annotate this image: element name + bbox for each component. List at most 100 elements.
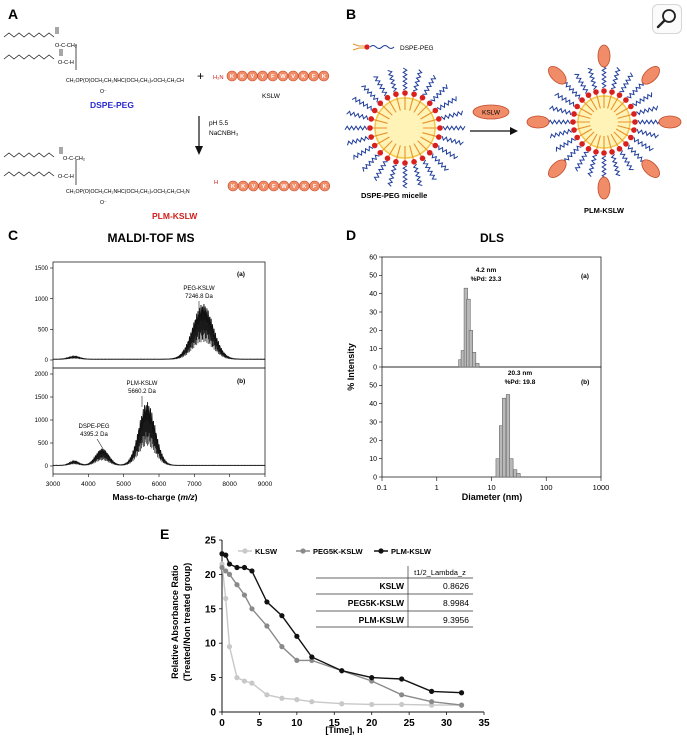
dspe-peg-legend-label: DSPE-PEG xyxy=(400,45,434,52)
plm-kslw-peak-mass: 5660.2 Da xyxy=(128,389,156,395)
table-row-name: PEG5K-KSLW xyxy=(348,598,405,608)
amino-acid-letter: K xyxy=(302,184,307,190)
lipid-tail xyxy=(422,132,439,138)
lipid-tail xyxy=(613,131,627,145)
decay-data-point xyxy=(339,701,345,707)
amino-acid-letter: Y xyxy=(261,74,265,80)
kslw-peptide-bulb xyxy=(597,176,611,200)
peg-chain xyxy=(554,92,575,107)
kslw-peptide-bulb xyxy=(641,66,660,85)
decay-data-point xyxy=(219,564,225,571)
lipid-head xyxy=(571,111,577,117)
decay-data-point xyxy=(234,582,240,588)
lipid-tail xyxy=(615,106,632,116)
panel-letter-b: B xyxy=(346,6,356,22)
maldi-spectrum-envelope xyxy=(52,303,266,360)
lipid-tail xyxy=(379,140,393,154)
lipid-head xyxy=(393,91,399,97)
kslw-peptide-icon xyxy=(472,104,510,120)
decay-data-point xyxy=(241,678,248,684)
decay-x-tick-label: 15 xyxy=(329,718,341,729)
lipid-tail xyxy=(615,128,632,138)
peg-chain xyxy=(610,154,621,177)
peg-chain xyxy=(555,137,576,152)
lipid-head xyxy=(609,149,615,155)
dls-bar xyxy=(495,458,500,478)
maldi-x-tick-label: 5000 xyxy=(116,481,131,488)
maldi-axes: 3000 4000 5000 6000 7000 8000 9000050010001500… xyxy=(35,266,273,488)
lipid-head xyxy=(574,103,580,110)
table-row-value: 9.3956 xyxy=(443,615,469,625)
dspe-peg-leader xyxy=(96,438,106,453)
zoom-lens-button[interactable] xyxy=(652,4,682,34)
lipid-tail xyxy=(371,118,388,124)
maldi-y-tick-label: 0 xyxy=(45,358,49,364)
lipid-head xyxy=(436,116,442,122)
lipid-tail xyxy=(371,132,388,138)
peg-chain xyxy=(436,96,457,111)
decay-x-tick-label: 10 xyxy=(291,718,303,729)
decay-data-point xyxy=(279,613,285,619)
kslw-arrow-label: KSLW xyxy=(482,110,501,117)
amino-acid-letter: K xyxy=(231,184,236,190)
maldi-x-tick-label: 3000 xyxy=(46,481,61,488)
legend-marker xyxy=(242,548,248,554)
dls-y-tick-label: 20 xyxy=(369,328,377,335)
lipid-tail xyxy=(573,125,591,131)
peg-chain xyxy=(633,137,654,152)
peg-chain xyxy=(610,67,621,90)
dls-y-tick-label: 30 xyxy=(369,419,377,426)
decay-data-point xyxy=(223,568,229,574)
dls-y-tick-label: 50 xyxy=(369,383,377,390)
kslw-peptide-bulb xyxy=(658,115,682,129)
dls-y-tick-label: 50 xyxy=(369,273,377,280)
lipid-head xyxy=(585,146,592,152)
lipid-head xyxy=(616,92,623,98)
dls-x-axis-label: Diameter (nm) xyxy=(462,492,523,502)
lipid-head xyxy=(593,149,599,155)
dls-histogram-b xyxy=(495,394,521,478)
decay-data-point xyxy=(309,654,315,660)
lipid-tail xyxy=(420,136,436,146)
dspe-peg-peak-name: DSPE-PEG xyxy=(78,424,109,430)
lipid-head xyxy=(364,44,370,50)
table-row-value: 0.8626 xyxy=(443,581,469,591)
lipid-head xyxy=(585,92,592,98)
maldi-x-tick-label: 6000 xyxy=(152,481,167,488)
maldi-x-tick-label: 4000 xyxy=(81,481,96,488)
maldi-plot-a-frame xyxy=(52,261,266,369)
decay-data-point xyxy=(369,675,375,681)
peg-chain xyxy=(564,145,582,164)
panel-c: C MALDI-TOF MS 3000 4000 5000 6000 7000 8000 9… xyxy=(8,227,273,502)
amino-acid-letter: F xyxy=(313,184,317,190)
amino-acid-letter: K xyxy=(323,184,328,190)
amino-acid-letter: K xyxy=(322,74,327,80)
lipid-tail xyxy=(588,94,598,111)
decay-x-tick-label: 35 xyxy=(478,718,490,729)
panel-letter-e: E xyxy=(160,526,169,542)
decay-data-point xyxy=(249,680,255,686)
lipid-tail xyxy=(379,102,393,116)
maldi-y-tick-label: 1500 xyxy=(35,266,49,272)
peg-chain xyxy=(574,73,589,94)
lipid-head xyxy=(426,149,433,156)
dls-x-tick-label: 1000 xyxy=(593,483,610,492)
lipid-head xyxy=(384,155,391,162)
lipid-head xyxy=(419,94,426,101)
lipid-tail xyxy=(395,145,401,162)
amino-acid-letter: V xyxy=(250,74,254,80)
maldi-y-tick-label: 1000 xyxy=(35,418,49,424)
dls-title: DLS xyxy=(480,231,504,245)
peg-chain xyxy=(619,150,634,171)
lipid-head xyxy=(402,90,408,96)
amino-acid-letter: F xyxy=(272,184,276,190)
legend-marker xyxy=(378,548,384,554)
decay-axes: 0 5 10 15 20 25 0 5 10 15 20 25 30 35 xyxy=(205,536,490,730)
amino-acid-letter: K xyxy=(301,74,306,80)
decay-y-axis-label-line1: Relative Absorbance Ratio xyxy=(170,565,180,679)
amino-acid-letter: V xyxy=(291,74,295,80)
peg-chain xyxy=(438,145,459,160)
decay-series xyxy=(219,551,465,708)
reaction-condition-reductant: NaCNBH₃ xyxy=(209,130,239,137)
decay-data-point xyxy=(279,644,285,650)
